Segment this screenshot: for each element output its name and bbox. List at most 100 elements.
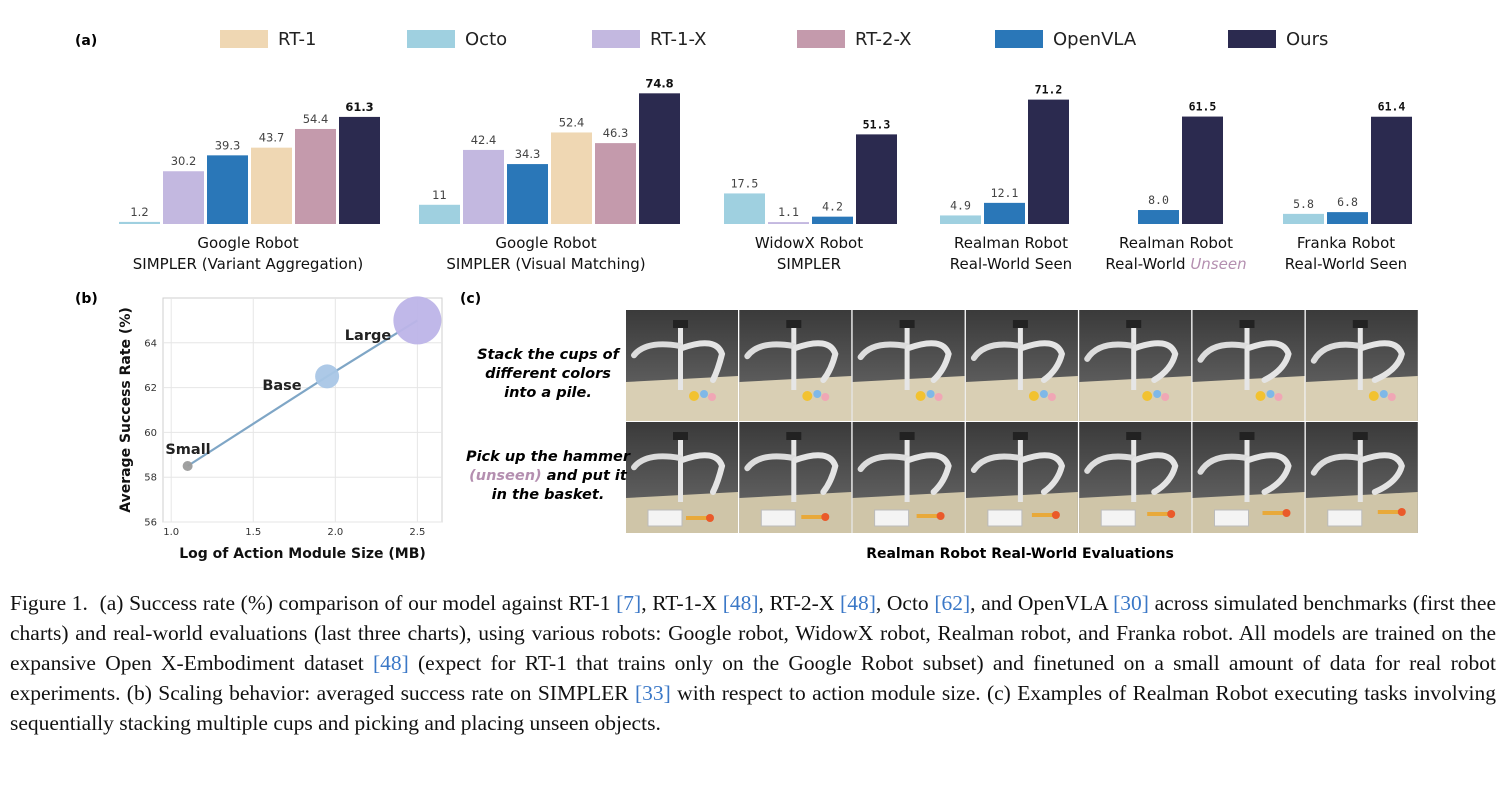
legend-swatch-octo	[407, 30, 455, 48]
bar-value-label: 12.1	[991, 186, 1019, 200]
robot-photo	[626, 310, 738, 421]
y-tick-label: 64	[144, 338, 157, 349]
task2-line3: in the basket.	[492, 487, 605, 503]
caption-text: with respect to action module size. (c) …	[10, 681, 1496, 735]
y-tick-label: 58	[144, 473, 157, 484]
bar-value-label: 61.3	[345, 100, 373, 114]
citation-link[interactable]: [30]	[1113, 591, 1149, 615]
citation-link[interactable]: [48]	[372, 651, 409, 675]
robot-photo	[965, 422, 1078, 533]
chart-title-line1: Realman Robot	[954, 234, 1068, 252]
robot-photo	[1305, 310, 1418, 421]
caption-text: , Octo	[875, 591, 935, 615]
y-tick-label: 60	[144, 428, 157, 439]
citation-link[interactable]: [62]	[934, 591, 971, 615]
plot-area	[162, 297, 443, 523]
bar-chart-4: 4.9 12.1 71.2 Realman Robot Real-World Seen	[940, 83, 1072, 273]
bar-value-label: 11	[432, 188, 447, 202]
bar-charts: 1.2 30.2 39.3 43.7 54.4 61.3 Google Robot SIMPL…	[119, 76, 1412, 273]
robot-photo	[739, 310, 852, 421]
bar-openvla	[1138, 210, 1179, 224]
bar-value-label: 4.2	[822, 200, 843, 214]
bar-chart-6: 5.8 6.8 61.4 Franka Robot Real-World Seen	[1283, 100, 1412, 273]
bar-openvla	[1327, 212, 1368, 224]
bar-ours	[1371, 116, 1412, 224]
chart-title-line2: SIMPLER (Visual Matching)	[446, 255, 645, 273]
legend-label-ours: Ours	[1286, 29, 1328, 50]
robot-photo	[1192, 310, 1305, 421]
bar-rt-2-x	[295, 128, 336, 224]
panel-b-label: (b)	[75, 291, 98, 307]
chart-title-line1: WidowX Robot	[755, 234, 863, 252]
robot-photo	[1079, 422, 1192, 533]
point-label-base: Base	[262, 378, 301, 394]
bar-chart-2: 11 42.4 34.3 52.4 46.3 74.8 Google Robot SIMPLE…	[419, 76, 680, 273]
chart-title-line1: Franka Robot	[1297, 234, 1395, 252]
task2-unseen-word: (unseen)	[469, 468, 542, 484]
point-large	[393, 296, 442, 345]
bar-openvla	[812, 216, 853, 224]
chart-title-line2: Real-World Unseen	[1105, 255, 1246, 273]
x-tick-label: 1.0	[163, 527, 179, 538]
robot-photo-grid	[626, 310, 1418, 533]
bar-value-label: 17.5	[731, 176, 759, 190]
bar-openvla	[984, 202, 1025, 224]
bar-value-label: 51.3	[863, 117, 891, 131]
caption-text: , RT-1-X	[641, 591, 723, 615]
caption-figure-number: Figure 1.	[10, 591, 88, 615]
bar-value-label: 46.3	[603, 126, 629, 140]
chart-title-line2: SIMPLER (Variant Aggregation)	[133, 255, 363, 273]
legend-label-rt-2-x: RT-2-X	[855, 29, 911, 50]
bar-ours	[856, 134, 897, 224]
task1-line1: Stack the cups of	[477, 347, 621, 363]
bar-octo	[119, 221, 160, 224]
bar-rt-2-x	[595, 143, 636, 224]
caption-text: (expect for RT-1 that trains only on the…	[10, 651, 1496, 705]
robot-photo	[852, 422, 965, 533]
x-axis-label: Log of Action Module Size (MB)	[179, 546, 426, 562]
bar-rt-1-x	[163, 171, 204, 224]
chart-title-line1: Realman Robot	[1119, 234, 1233, 252]
bar-rt-1	[551, 132, 592, 224]
task2-line2-rest: and put it	[542, 468, 628, 484]
chart-title-line1: Google Robot	[495, 234, 596, 252]
robot-photo	[739, 422, 852, 533]
bar-chart-3: 17.5 1.1 4.2 51.3 WidowX Robot SIMPLER	[724, 117, 897, 273]
bar-value-label: 71.2	[1035, 83, 1063, 97]
bar-octo	[419, 204, 460, 224]
chart-title-line2: Real-World Seen	[1285, 255, 1407, 273]
bar-value-label: 42.4	[471, 133, 497, 147]
point-small	[182, 461, 193, 471]
citation-link[interactable]: [48]	[840, 591, 876, 615]
bar-openvla	[507, 164, 548, 224]
x-tick-label: 2.5	[409, 527, 425, 538]
panel-c-footer: Realman Robot Real-World Evaluations	[866, 546, 1174, 562]
legend-swatch-rt-2-x	[797, 30, 845, 48]
legend-label-octo: Octo	[465, 29, 507, 50]
bar-rt-1-x	[463, 149, 504, 224]
bar-value-label: 43.7	[259, 131, 285, 145]
citation-link[interactable]: [48]	[722, 591, 759, 615]
point-label-small: Small	[165, 442, 210, 458]
bar-value-label: 4.9	[950, 198, 971, 212]
bar-value-label: 61.5	[1189, 100, 1217, 114]
point-label-large: Large	[345, 328, 392, 344]
chart-title-line1: Google Robot	[197, 234, 298, 252]
scatter-plot: 1.0 1.5 2.0 2.5 56 58 60 62 64 Small Base Large Log …	[118, 296, 443, 562]
citation-link[interactable]: [33]	[635, 681, 671, 705]
caption-text: , and OpenVLA	[970, 591, 1114, 615]
legend-swatch-openvla	[995, 30, 1043, 48]
robot-photo	[1192, 422, 1305, 533]
citation-link[interactable]: [7]	[616, 591, 642, 615]
legend-swatch-rt-1-x	[592, 30, 640, 48]
bar-octo	[724, 193, 765, 224]
robot-photo	[1079, 310, 1192, 421]
y-tick-label: 62	[144, 383, 157, 394]
unseen-highlight: Unseen	[1190, 255, 1246, 273]
task1-line3: into a pile.	[504, 385, 592, 401]
bar-chart-1: 1.2 30.2 39.3 43.7 54.4 61.3 Google Robot SIMPL…	[119, 100, 380, 273]
chart-title-line2: Real-World Seen	[950, 255, 1072, 273]
bar-value-label: 6.8	[1337, 195, 1358, 209]
task1-line2: different colors	[485, 366, 611, 382]
robot-photo	[965, 310, 1078, 421]
